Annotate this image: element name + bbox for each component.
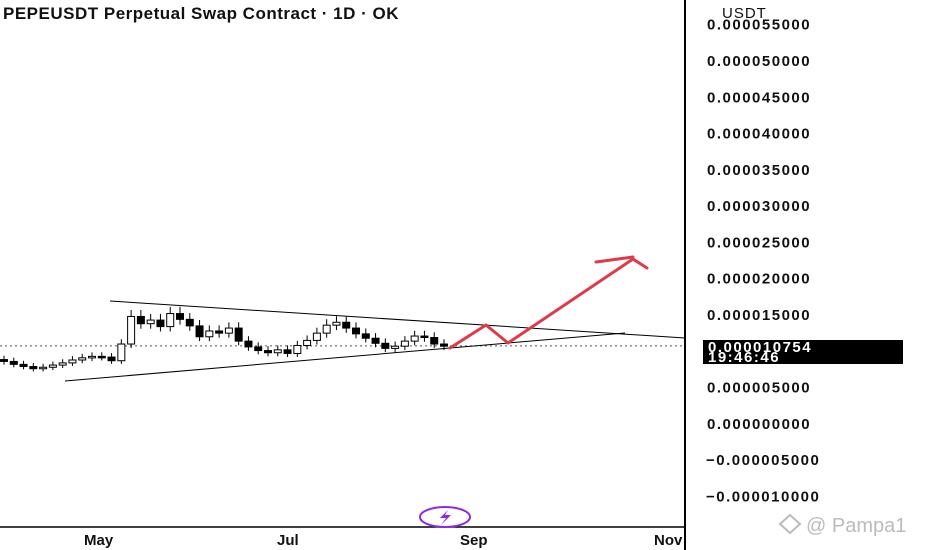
candle-body	[391, 345, 400, 349]
candle-body	[303, 339, 312, 346]
y-tick-label: 0.000005000	[707, 380, 811, 397]
candle-body	[185, 318, 194, 327]
price-axis-unit: USDT	[722, 5, 767, 22]
candle-body	[420, 335, 429, 339]
x-tick-sep: Sep	[460, 532, 488, 549]
x-tick-may: May	[84, 532, 114, 549]
x-tick-nov: Nov	[654, 532, 683, 549]
candle-body	[88, 355, 96, 359]
candle-body	[127, 315, 136, 345]
candle-body	[39, 366, 48, 370]
y-tick-label: 0.000030000	[707, 198, 811, 215]
candle-body	[361, 333, 370, 339]
candle-body	[381, 342, 390, 349]
candles	[0, 306, 448, 372]
candle-body	[9, 360, 18, 365]
candle-body	[0, 359, 8, 362]
candle-body	[332, 321, 341, 326]
candle-body	[156, 319, 165, 328]
candle-body	[107, 356, 116, 362]
y-tick-label: 0.000050000	[707, 53, 811, 70]
y-tick-label: 0.000035000	[707, 162, 811, 179]
candle-body	[371, 337, 380, 344]
y-tick-label: −0.000010000	[706, 488, 820, 505]
candle-body	[58, 362, 67, 366]
y-tick-label: 0.000000000	[707, 416, 811, 433]
candle-body	[430, 336, 439, 345]
candle-body	[19, 363, 28, 368]
y-tick-label: 0.000040000	[707, 126, 811, 143]
candle-body	[48, 364, 57, 368]
last-price-value: 0.000010754	[708, 339, 812, 356]
y-tick-label: 0.000045000	[707, 89, 811, 106]
candle-body	[234, 327, 243, 342]
candle-body	[244, 340, 253, 348]
lower-trendline[interactable]	[64, 332, 626, 382]
x-tick-jul: Jul	[277, 532, 299, 549]
candle-body	[312, 332, 321, 341]
candle-body	[342, 321, 351, 329]
countdown-timer: 19:46:46	[708, 349, 780, 366]
candle-body	[166, 313, 175, 328]
candle-body	[68, 359, 77, 364]
candle-body	[136, 315, 145, 325]
candle-body	[29, 366, 38, 370]
upper-trendline[interactable]	[109, 300, 686, 339]
candle-body	[97, 355, 106, 359]
y-tick-label: 0.000020000	[707, 271, 811, 288]
candle-body	[410, 335, 419, 342]
y-tick-label: 0.000055000	[707, 17, 811, 34]
projection-arrowhead	[594, 255, 635, 264]
candle-body	[254, 346, 263, 352]
watermark-text: @ Pampa1	[806, 515, 906, 537]
candle-body	[205, 330, 214, 338]
candle-body	[283, 349, 292, 354]
candle-body	[400, 340, 409, 347]
candle-body	[293, 344, 302, 354]
candle-body	[195, 325, 204, 338]
price-axis-labels: 0.000055000 0.000050000 0.000045000 0.00004…	[706, 17, 820, 506]
watermark: @ Pampa1	[778, 513, 906, 537]
y-tick-label: 0.000015000	[707, 307, 811, 324]
candle-body	[322, 324, 331, 334]
chart-title: PEPEUSDT Perpetual Swap Contract · 1D · …	[3, 4, 399, 23]
y-tick-label: −0.000005000	[706, 452, 820, 469]
candle-body	[78, 357, 87, 361]
diamond-icon	[778, 513, 802, 535]
candle-body	[146, 319, 155, 325]
candle-body	[440, 343, 448, 347]
candle-body	[264, 350, 272, 354]
last-price-tag	[703, 340, 903, 364]
y-tick-label: 0.000025000	[707, 234, 811, 251]
lightning-icon[interactable]	[419, 506, 471, 528]
candle-body	[273, 349, 282, 354]
candle-body	[117, 343, 126, 362]
projection-arrow[interactable]	[448, 257, 649, 350]
candle-body	[224, 327, 233, 334]
candle-body	[352, 327, 360, 335]
candle-body	[176, 313, 184, 320]
candle-body	[215, 330, 224, 334]
